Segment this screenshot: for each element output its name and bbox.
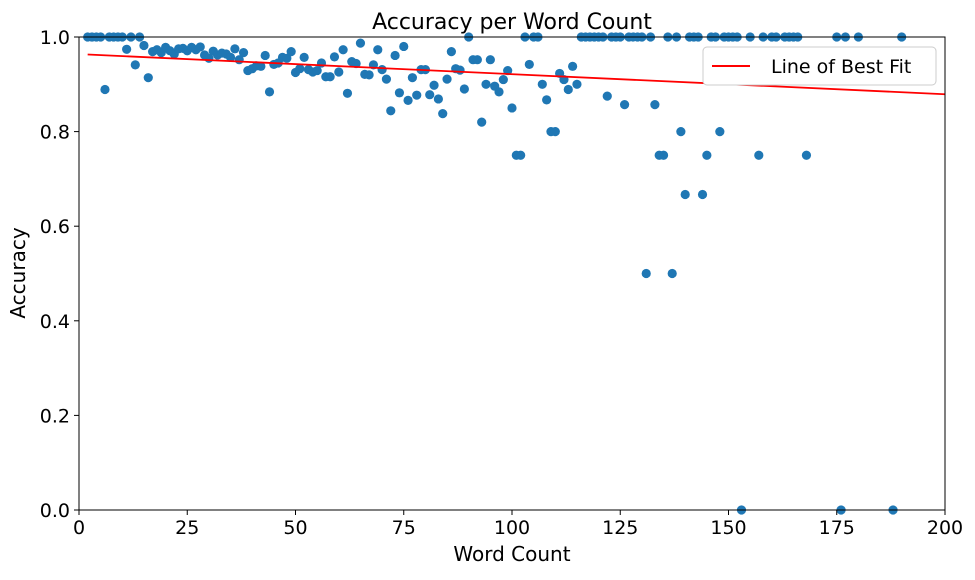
- data-point: [264, 87, 275, 97]
- data-point: [676, 127, 686, 137]
- y-tick-label: 0.8: [40, 122, 70, 144]
- data-point: [342, 88, 353, 98]
- x-axis: 0 25 50 75 100 125 150 175 200: [73, 510, 963, 539]
- data-point: [438, 109, 448, 119]
- data-point: [459, 84, 469, 94]
- data-point: [550, 127, 560, 137]
- y-tick-label: 1.0: [40, 27, 70, 49]
- data-point: [568, 61, 578, 71]
- data-point: [100, 84, 110, 95]
- data-point: [338, 45, 348, 55]
- chart-title: Accuracy per Word Count: [372, 10, 652, 35]
- y-tick-label: 0.4: [40, 311, 70, 333]
- legend-box: [702, 46, 937, 86]
- data-point: [433, 94, 443, 104]
- data-point: [442, 74, 452, 84]
- data-point: [494, 87, 504, 97]
- plot-area: [83, 32, 946, 515]
- data-point: [312, 65, 322, 76]
- x-tick-label: 150: [710, 517, 746, 539]
- x-tick-label: 175: [819, 517, 855, 539]
- x-tick-label: 75: [392, 517, 416, 539]
- data-point: [498, 74, 508, 85]
- y-tick-label: 0.6: [40, 216, 70, 238]
- data-point: [702, 150, 712, 160]
- data-point: [238, 48, 249, 58]
- x-tick-label: 50: [283, 517, 307, 539]
- data-point: [412, 90, 422, 100]
- data-point: [399, 41, 409, 52]
- data-point: [503, 65, 513, 76]
- data-point: [394, 88, 405, 98]
- data-point: [195, 42, 205, 52]
- data-point: [364, 70, 374, 80]
- data-point: [329, 52, 340, 62]
- data-point: [386, 106, 396, 116]
- data-point: [325, 72, 335, 82]
- data-point: [122, 44, 132, 54]
- data-point: [572, 79, 582, 89]
- data-point: [485, 55, 495, 65]
- data-point: [377, 65, 387, 75]
- data-point: [524, 59, 534, 70]
- data-point: [334, 67, 344, 77]
- data-point: [680, 189, 690, 200]
- data-point: [407, 73, 418, 83]
- data-point: [429, 80, 439, 90]
- x-tick-label: 25: [175, 517, 199, 539]
- data-point: [425, 90, 435, 100]
- data-point: [381, 74, 392, 84]
- x-tick-label: 100: [494, 517, 530, 539]
- data-point: [658, 150, 669, 160]
- data-point: [507, 103, 517, 113]
- data-point: [139, 40, 149, 51]
- legend-label-fit: Line of Best Fit: [771, 56, 911, 78]
- data-point: [602, 91, 612, 101]
- x-tick-label: 200: [927, 517, 963, 539]
- data-point: [542, 95, 552, 105]
- data-point: [299, 52, 309, 62]
- data-point: [230, 44, 240, 54]
- data-point: [537, 79, 547, 89]
- x-tick-label: 0: [73, 517, 85, 539]
- data-point: [801, 150, 812, 160]
- x-axis-label: Word Count: [453, 542, 570, 566]
- data-point: [282, 53, 292, 63]
- y-tick-label: 0.2: [40, 405, 70, 427]
- data-point: [516, 150, 526, 160]
- y-tick-label: 0.0: [40, 500, 70, 522]
- data-point: [355, 38, 366, 48]
- data-point: [667, 268, 677, 279]
- data-point: [715, 127, 725, 137]
- data-point: [351, 58, 361, 69]
- data-point: [390, 50, 400, 61]
- data-point: [373, 45, 383, 55]
- legend: Line of Best Fit: [702, 46, 937, 86]
- data-point: [641, 268, 651, 279]
- data-point: [403, 95, 413, 105]
- data-point: [225, 52, 236, 62]
- data-point: [256, 61, 266, 71]
- data-point: [563, 84, 573, 95]
- y-axis-label: Accuracy: [6, 227, 30, 318]
- data-point: [260, 50, 270, 61]
- data-point: [650, 100, 660, 110]
- data-point: [472, 55, 482, 65]
- data-point: [286, 47, 296, 57]
- data-point: [143, 73, 153, 83]
- data-point: [481, 79, 491, 89]
- data-point: [477, 117, 487, 127]
- best-fit-line: [87, 53, 946, 96]
- data-point: [697, 189, 708, 200]
- x-tick-label: 125: [602, 517, 638, 539]
- y-axis: 0.0 0.2 0.4 0.6 0.8 1.0: [40, 27, 79, 522]
- data-point: [130, 60, 140, 70]
- data-point: [295, 64, 305, 74]
- data-point: [619, 100, 630, 110]
- data-point: [455, 65, 465, 75]
- data-point: [446, 47, 456, 57]
- data-point: [754, 150, 764, 160]
